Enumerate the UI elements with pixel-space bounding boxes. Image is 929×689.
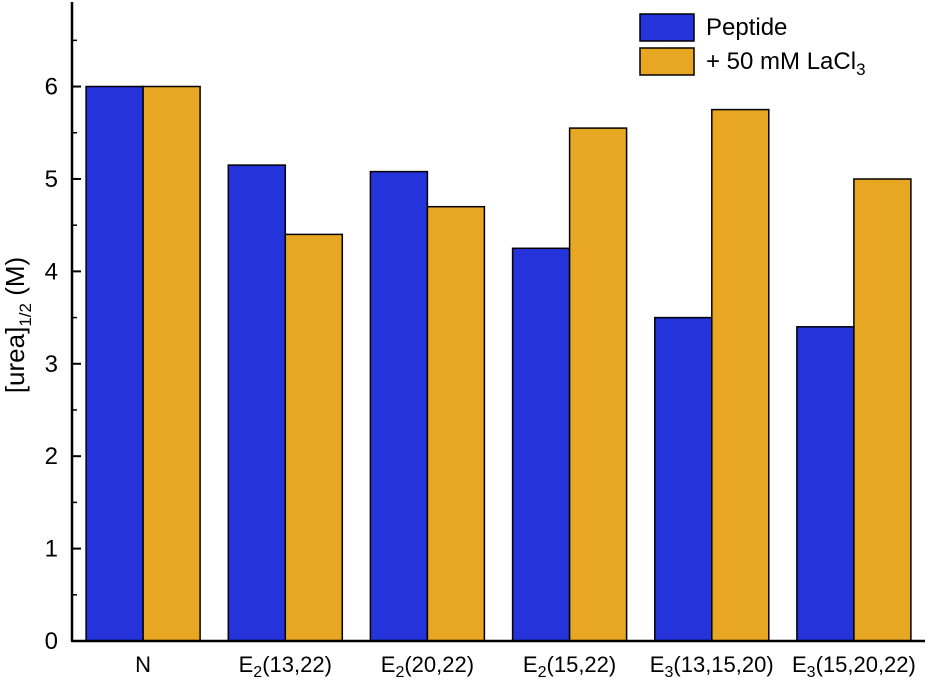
y-tick-label: 1	[45, 536, 58, 563]
legend-label: + 50 mM LaCl3	[706, 48, 866, 79]
y-tick-label: 6	[45, 74, 58, 101]
x-tick-label: E2(13,22)	[239, 652, 332, 681]
x-tick-label: E3(13,15,20)	[650, 652, 774, 681]
legend: Peptide + 50 mM LaCl3	[639, 13, 866, 79]
y-axis-label: [urea]1/2 (M)	[0, 257, 35, 393]
y-tick-label: 0	[45, 628, 58, 655]
bar-+-50-mm-lacl3-N	[142, 85, 201, 642]
legend-label: Peptide	[706, 14, 787, 41]
x-tick-label: E2(15,22)	[523, 652, 616, 681]
x-tick-label: E2(20,22)	[381, 652, 474, 681]
bar-peptide-E2(15,22)	[511, 247, 571, 642]
y-tick-label: 3	[45, 351, 58, 378]
bar-peptide-E2(20,22)	[369, 170, 429, 642]
bar-+-50-mm-lacl3-E2(20,22)	[426, 205, 486, 642]
bar-+-50-mm-lacl3-E2(15,22)	[568, 127, 628, 642]
x-tick-label: N	[135, 652, 151, 677]
y-tick-label: 4	[45, 258, 58, 285]
bar-+-50-mm-lacl3-E3(15,20,22)	[853, 178, 912, 642]
bar-+-50-mm-lacl3-E3(13,15,20)	[711, 108, 770, 642]
bar-peptide-E2(13,22)	[227, 164, 287, 642]
x-tick-label: E3(15,20,22)	[792, 652, 916, 681]
bar-peptide-N	[85, 85, 144, 642]
bar-peptide-E3(13,15,20)	[654, 316, 713, 642]
y-tick-label: 2	[45, 443, 58, 470]
y-tick-label: 5	[45, 166, 58, 193]
legend-swatch-peptide	[639, 13, 695, 42]
bar-+-50-mm-lacl3-E2(13,22)	[284, 233, 344, 642]
bar-peptide-E3(15,20,22)	[796, 326, 855, 642]
legend-swatch-lacl3	[639, 47, 695, 76]
